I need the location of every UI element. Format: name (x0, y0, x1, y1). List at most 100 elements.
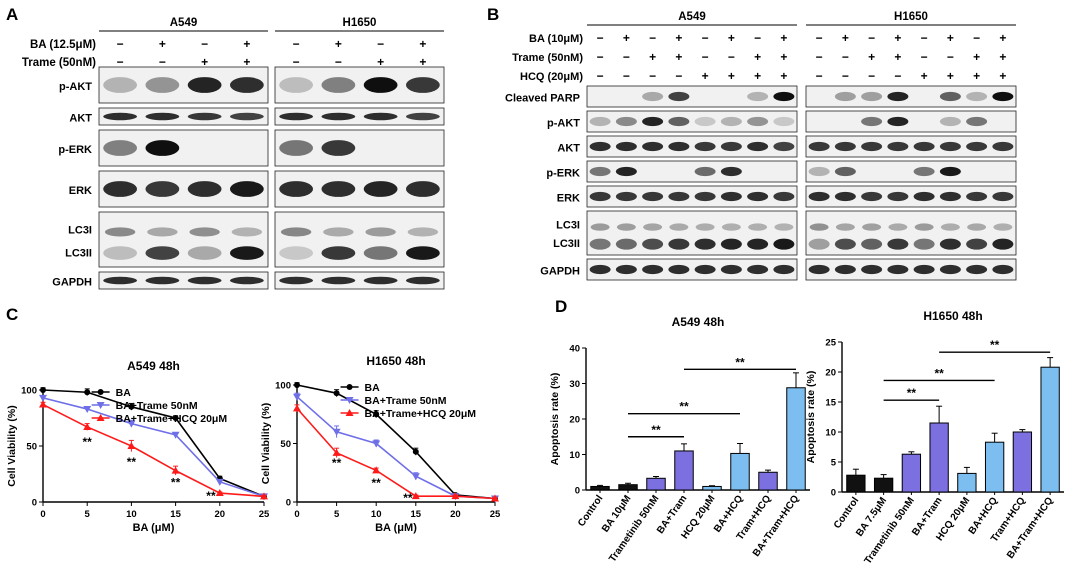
blot-band (992, 264, 1014, 275)
treatment-sign: − (947, 50, 954, 64)
legend-entry: BA (116, 387, 132, 399)
blot-row-p-akt: p-AKT (59, 66, 445, 104)
blot-box (805, 160, 1017, 183)
blot-band (103, 181, 138, 197)
treatment-sign: − (117, 55, 124, 69)
treatment-sign: + (243, 55, 250, 69)
blot-band (940, 223, 960, 231)
blot-band (992, 141, 1014, 152)
significance-mark: ** (651, 423, 661, 437)
x-tick-label: 10 (371, 509, 382, 520)
blot-band (992, 191, 1014, 202)
blot-band (279, 112, 314, 121)
treatment-sign: + (754, 50, 761, 64)
blot-band (231, 227, 263, 237)
apoptosis-chart-3: H1650 48h 0 5 10 15 20 25 Apoptosis rate (%) Con… (805, 309, 1064, 563)
treatment-sign: + (947, 31, 954, 45)
treatment-sign: + (999, 31, 1006, 45)
data-point (84, 389, 91, 396)
data-point (373, 411, 380, 418)
blot-box (98, 107, 269, 126)
blot-band (321, 276, 356, 285)
cell-line-label: H1650 (894, 11, 928, 23)
treatment-sign: + (419, 37, 426, 51)
treatment-label: BA (12.5μM) (30, 39, 96, 51)
series-line (296, 384, 496, 500)
blot-row-erk: ERK (557, 185, 1017, 208)
treatment-sign: + (702, 69, 709, 83)
blot-band (834, 264, 856, 275)
blot-band (229, 112, 264, 121)
treatment-sign: − (868, 69, 875, 83)
blot-band (747, 116, 769, 127)
blot-band (695, 223, 715, 231)
blot-box (805, 210, 1017, 256)
blot-band (992, 91, 1014, 102)
treatment-sign: + (842, 31, 849, 45)
treatment-sign: − (754, 31, 761, 45)
y-tick-label: 100 (275, 381, 291, 392)
treatment-sign: − (623, 69, 630, 83)
blot-band (145, 276, 180, 285)
blot-band (694, 264, 716, 275)
y-tick-label: 5 (831, 458, 837, 469)
blot-band (189, 227, 220, 237)
blot-band (407, 227, 439, 237)
protein-label: GAPDH (52, 277, 92, 289)
blot-band (913, 141, 935, 152)
blot-band (887, 264, 909, 275)
y-tick-label: 10 (569, 450, 580, 461)
bar (618, 484, 638, 491)
treatment-sign: − (894, 69, 901, 83)
blot-band (145, 77, 180, 93)
significance-mark: ** (83, 435, 93, 449)
treatment-sign: − (921, 50, 928, 64)
blot-band (279, 276, 314, 285)
protein-label: LC3II (65, 247, 92, 259)
series-line (42, 397, 265, 498)
y-tick-label: 0 (831, 488, 836, 499)
treatment-sign: − (816, 31, 823, 45)
treatment-sign: + (780, 69, 787, 83)
blot-row-erk: ERK (69, 170, 445, 208)
blot-band (887, 141, 909, 152)
blot-band (321, 77, 356, 93)
blot-row-p-erk: p-ERK (546, 160, 1017, 183)
x-tick-label: 15 (411, 509, 422, 520)
panel-letter: C (6, 305, 18, 324)
treatment-sign: − (728, 50, 735, 64)
treatment-sign: − (159, 55, 166, 69)
blot-row-lc3i: LC3I LC3II (553, 210, 1017, 256)
y-axis-label: Cell Viability (%) (260, 403, 272, 485)
treatment-sign: − (702, 50, 709, 64)
protein-label: p-ERK (546, 168, 580, 180)
data-point (39, 394, 47, 402)
blot-band (145, 112, 180, 121)
x-axis-label: BA (μM) (133, 522, 175, 534)
blot-band (835, 223, 855, 231)
blot-band (939, 264, 961, 275)
significance-mark: ** (127, 455, 137, 469)
treatment-sign: + (623, 31, 630, 45)
significance-mark: ** (372, 476, 382, 490)
blot-band (774, 223, 794, 231)
blot-band (913, 166, 935, 177)
significance-mark: ** (332, 456, 342, 470)
x-tick-label: Trametinib 50nM (607, 493, 661, 563)
significance-mark: ** (934, 366, 944, 380)
blot-band (809, 223, 829, 231)
significance-mark: ** (679, 400, 689, 414)
data-point (372, 466, 381, 474)
cell-line-label: A549 (678, 11, 706, 23)
blot-band (363, 112, 398, 121)
blot-box (805, 185, 1017, 208)
data-point (345, 397, 354, 404)
data-point (96, 414, 105, 421)
data-point (451, 492, 460, 500)
blot-band (747, 238, 769, 250)
blot-band (589, 141, 611, 152)
treatment-sign: + (894, 50, 901, 64)
blot-band (187, 112, 222, 121)
treatment-sign: + (999, 69, 1006, 83)
treatment-sign: − (921, 31, 928, 45)
